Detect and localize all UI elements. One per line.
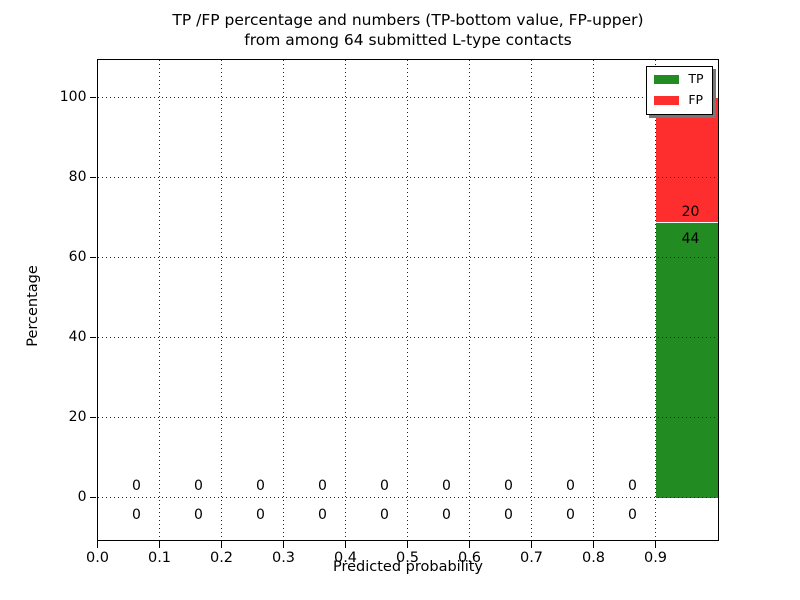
legend-row-fp: FP: [654, 92, 703, 109]
y-tick-mark: [89, 496, 96, 499]
x-tick-mark: [96, 541, 99, 548]
bar-segment-separator: [655, 221, 718, 223]
fp-zero-annotation: 0: [318, 477, 327, 494]
x-tick-mark: [592, 541, 595, 548]
y-tick-label: 20: [68, 409, 87, 425]
x-tick-label: 0.7: [519, 549, 544, 566]
x-tick-mark: [282, 541, 285, 548]
x-tick-label: 0.3: [271, 549, 296, 566]
tp-zero-annotation: 0: [194, 506, 203, 523]
fp-zero-annotation: 0: [132, 477, 141, 494]
x-gridline: [283, 59, 284, 540]
tp-zero-annotation: 0: [566, 506, 575, 523]
x-tick-mark: [344, 541, 347, 548]
x-tick-label: 0.2: [209, 549, 234, 566]
x-gridline: [221, 59, 222, 540]
y-tick-label: 0: [77, 489, 87, 505]
chart-title: TP /FP percentage and numbers (TP-bottom…: [97, 10, 719, 50]
tp-count-label: 44: [681, 230, 700, 247]
tp-zero-annotation: 0: [628, 506, 637, 523]
x-tick-label: 0.0: [85, 549, 110, 566]
y-tick-mark: [89, 96, 96, 99]
x-tick-label: 0.8: [581, 549, 606, 566]
tp-zero-annotation: 0: [132, 506, 141, 523]
x-tick-mark: [654, 541, 657, 548]
x-gridline: [531, 59, 532, 540]
x-gridline: [345, 59, 346, 540]
x-tick-label: 0.4: [333, 549, 358, 566]
fp-zero-annotation: 0: [194, 477, 203, 494]
tp-zero-annotation: 0: [442, 506, 451, 523]
fp-zero-annotation: 0: [628, 477, 637, 494]
fp-zero-annotation: 0: [256, 477, 265, 494]
plot-inner: 20 44 TP FP 0 20 40 60 80 100 0.0 0.1 0.2 0.3 0.4 0.…: [60, 59, 718, 566]
fp-zero-annotation: 0: [442, 477, 451, 494]
legend-label-fp: FP: [688, 92, 704, 107]
x-tick-label: 0.1: [147, 549, 172, 566]
legend-label-tp: TP: [688, 71, 704, 86]
x-gridline: [655, 59, 656, 540]
y-tick-label: 100: [59, 89, 87, 105]
x-gridline: [159, 59, 160, 540]
fp-zero-annotation: 0: [566, 477, 575, 494]
x-gridline: [469, 59, 470, 540]
y-tick-label: 80: [68, 169, 87, 185]
bar-tp-segment: [655, 222, 718, 498]
tp-zero-annotation: 0: [256, 506, 265, 523]
y-tick-mark: [89, 256, 96, 259]
x-tick-mark: [530, 541, 533, 548]
y-tick-mark: [89, 176, 96, 179]
x-tick-label: 0.6: [457, 549, 482, 566]
chart-title-line1: TP /FP percentage and numbers (TP-bottom…: [172, 11, 644, 29]
y-tick-label: 60: [68, 249, 87, 265]
y-axis-label: Percentage: [25, 265, 41, 347]
x-tick-mark: [158, 541, 161, 548]
y-tick-label: 40: [68, 329, 87, 345]
x-tick-label: 0.9: [643, 549, 668, 566]
x-tick-mark: [406, 541, 409, 548]
legend: TP FP: [646, 65, 713, 115]
bar-fp-segment: [655, 97, 718, 223]
chart-title-line2: from among 64 submitted L-type contacts: [244, 31, 572, 49]
legend-swatch-tp: [654, 74, 680, 84]
fp-zero-annotation: 0: [504, 477, 513, 494]
legend-swatch-fp: [654, 95, 680, 105]
tp-zero-annotation: 0: [504, 506, 513, 523]
fp-count-label: 20: [681, 203, 700, 220]
fp-zero-annotation: 0: [380, 477, 389, 494]
legend-row-tp: TP: [654, 71, 704, 88]
x-tick-mark: [468, 541, 471, 548]
tp-zero-annotation: 0: [380, 506, 389, 523]
tp-zero-annotation: 0: [318, 506, 327, 523]
x-gridline: [593, 59, 594, 540]
x-tick-label: 0.5: [395, 549, 420, 566]
y-tick-mark: [89, 416, 96, 419]
x-tick-mark: [220, 541, 223, 548]
y-tick-mark: [89, 336, 96, 339]
x-gridline: [407, 59, 408, 540]
plot-area: 20 44 TP FP 0 20 40 60 80 100 0.0 0.1 0.2 0.3 0.4 0.…: [60, 58, 719, 566]
x-axis-label: Predicted probability: [332, 559, 484, 575]
